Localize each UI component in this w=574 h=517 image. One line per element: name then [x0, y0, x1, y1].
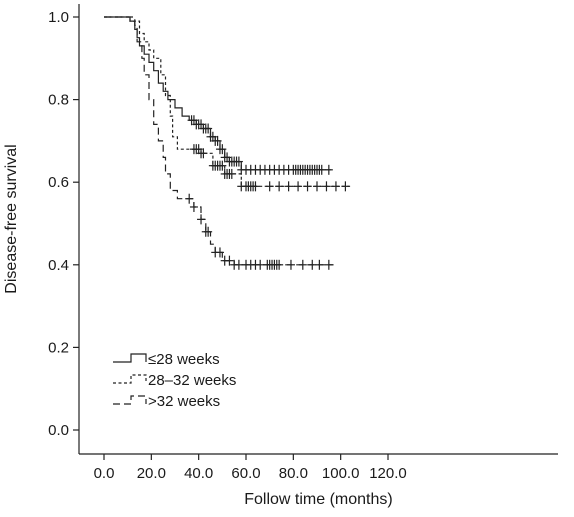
y-axis-ticks: 0.0 0.2 0.4 0.6 0.8 1.0 — [48, 9, 79, 439]
x-tick-label: 0.0 — [94, 465, 115, 482]
censor-mark — [284, 181, 293, 192]
censor-mark — [317, 164, 326, 175]
x-tick-label: 120.0 — [369, 465, 407, 482]
censor-mark — [303, 181, 312, 192]
plot-area — [104, 16, 351, 270]
y-tick-label: 0.4 — [48, 257, 69, 274]
censor-mark — [294, 181, 303, 192]
censor-mark — [341, 181, 350, 192]
censor-mark — [227, 168, 236, 179]
censor-mark — [218, 144, 227, 155]
legend-label-3: >32 weeks — [148, 393, 220, 410]
censor-mark — [286, 259, 295, 270]
censor-mark — [189, 201, 198, 212]
censor-mark — [215, 247, 224, 258]
censor-mark — [298, 259, 307, 270]
censor-mark — [256, 259, 265, 270]
x-axis-ticks: 0.0 20.0 40.0 60.0 80.0 100.0 120.0 — [94, 454, 407, 482]
y-tick-label: 0.0 — [48, 422, 69, 439]
censor-mark — [331, 181, 340, 192]
censor-mark — [324, 259, 333, 270]
y-axis-title: Disease-free survival — [3, 144, 20, 293]
censor-mark — [265, 181, 274, 192]
censor-mark — [213, 135, 222, 146]
censor-mark — [234, 259, 243, 270]
censor-mark — [313, 181, 322, 192]
legend: ≤28 weeks 28–32 weeks >32 weeks — [113, 351, 236, 410]
x-axis-title: Follow time (months) — [244, 491, 392, 508]
censor-mark — [218, 160, 227, 171]
x-tick-label: 40.0 — [184, 465, 213, 482]
y-tick-label: 0.2 — [48, 339, 69, 356]
axes — [78, 4, 558, 455]
legend-swatch-1 — [113, 353, 147, 363]
censor-mark — [275, 181, 284, 192]
y-tick-label: 0.6 — [48, 174, 69, 191]
censor-mark — [204, 226, 213, 237]
legend-swatch-2 — [113, 374, 147, 384]
censor-mark — [308, 259, 317, 270]
x-tick-label: 100.0 — [322, 465, 360, 482]
x-tick-label: 60.0 — [231, 465, 260, 482]
legend-label-2: 28–32 weeks — [148, 372, 236, 389]
x-tick-label: 20.0 — [137, 465, 166, 482]
series-line-3 — [104, 16, 334, 266]
censor-mark — [315, 259, 324, 270]
censor-mark — [322, 181, 331, 192]
censor-mark — [234, 156, 243, 167]
censor-mark — [199, 148, 208, 159]
censor-mark — [204, 123, 213, 134]
censor-mark — [324, 164, 333, 175]
legend-label-1: ≤28 weeks — [148, 351, 220, 368]
censor-mark — [185, 193, 194, 204]
y-tick-label: 1.0 — [48, 9, 69, 26]
censor-mark — [225, 255, 234, 266]
x-tick-label: 80.0 — [279, 465, 308, 482]
censor-mark — [197, 214, 206, 225]
censor-mark — [275, 259, 284, 270]
legend-swatch-3 — [113, 395, 147, 405]
y-tick-label: 0.8 — [48, 92, 69, 109]
censor-mark — [251, 181, 260, 192]
series-line-1 — [104, 16, 332, 171]
